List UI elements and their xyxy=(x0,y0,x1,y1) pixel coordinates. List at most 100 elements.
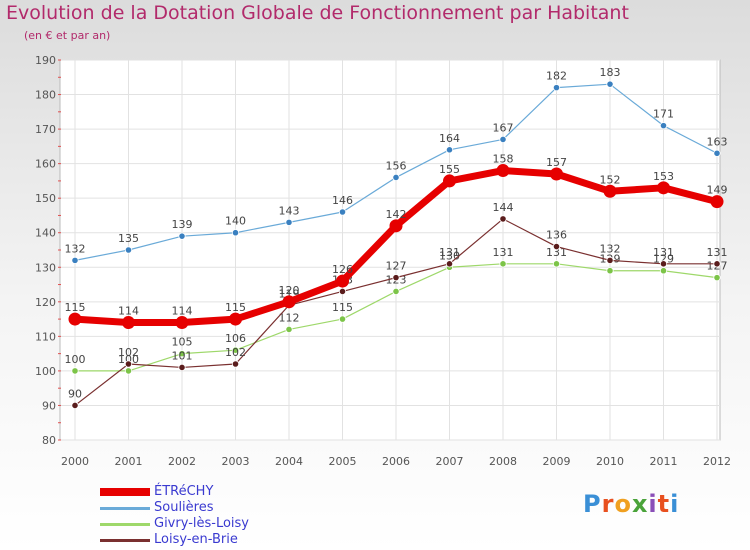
data-label: 90 xyxy=(68,387,82,400)
data-label: 114 xyxy=(118,305,139,318)
data-label: 135 xyxy=(118,232,139,245)
data-point xyxy=(496,164,510,178)
data-label: 144 xyxy=(493,201,514,214)
data-point xyxy=(124,367,133,375)
data-label: 131 xyxy=(439,246,460,259)
data-point xyxy=(659,267,668,275)
data-point xyxy=(445,260,454,268)
legend-label: Soulières xyxy=(154,500,214,515)
y-tick-label: 190 xyxy=(35,54,56,67)
line-chart: 80 90 100 110 120 130 140 150 160 170 180 190 2000 20… xyxy=(35,54,731,468)
data-label: 183 xyxy=(600,66,621,79)
y-tick-label: 80 xyxy=(42,434,56,447)
data-point xyxy=(606,267,614,275)
data-point xyxy=(68,312,82,326)
data-label: 163 xyxy=(707,135,728,148)
x-tick-label: 2012 xyxy=(703,455,731,468)
data-point xyxy=(231,346,240,354)
logo-letter: o xyxy=(614,490,632,518)
data-label: 101 xyxy=(172,349,193,362)
logo-letter: r xyxy=(601,490,615,518)
data-point xyxy=(552,260,561,268)
y-tick-label: 180 xyxy=(35,89,56,102)
x-tick-label: 2008 xyxy=(489,455,517,468)
data-point xyxy=(124,246,133,254)
data-label: 102 xyxy=(225,346,246,359)
y-tick-label: 170 xyxy=(35,123,56,136)
data-point xyxy=(499,260,507,268)
data-point xyxy=(231,229,240,237)
data-point xyxy=(338,315,347,323)
data-label: 153 xyxy=(653,170,674,183)
data-label: 149 xyxy=(707,184,728,197)
chart-title: Evolution de la Dotation Globale de Fonc… xyxy=(6,2,629,24)
legend-label: Givry-lès-Loisy xyxy=(154,516,249,531)
logo-letter: P xyxy=(583,490,602,518)
data-point xyxy=(392,274,400,282)
x-tick-label: 2011 xyxy=(650,455,678,468)
data-label: 132 xyxy=(600,242,621,255)
data-label: 146 xyxy=(332,194,353,207)
data-label: 102 xyxy=(118,346,139,359)
data-label: 132 xyxy=(65,242,86,255)
data-point xyxy=(713,274,721,282)
data-label: 131 xyxy=(707,246,728,259)
legend-label: ÉTRéCHY xyxy=(154,484,214,499)
x-tick-label: 2009 xyxy=(543,455,571,468)
data-point xyxy=(178,232,186,240)
data-point xyxy=(603,184,617,198)
data-label: 157 xyxy=(546,156,567,169)
y-tick-label: 100 xyxy=(35,365,56,378)
x-tick-label: 2004 xyxy=(275,455,303,468)
x-tick-label: 2006 xyxy=(382,455,410,468)
data-label: 155 xyxy=(439,163,460,176)
data-label: 126 xyxy=(332,263,353,276)
data-point xyxy=(499,135,507,144)
data-label: 129 xyxy=(653,253,674,266)
data-point xyxy=(713,149,721,157)
data-point xyxy=(443,174,456,188)
legend-item: Soulières xyxy=(100,500,330,516)
data-point xyxy=(710,195,724,209)
data-point xyxy=(713,260,721,268)
data-label: 140 xyxy=(225,215,246,228)
legend-item: ÉTRéCHY xyxy=(100,484,330,500)
data-label: 127 xyxy=(386,260,407,273)
data-label: 143 xyxy=(279,204,300,217)
legend-label: Loisy-en-Brie xyxy=(154,532,238,547)
legend-swatch xyxy=(100,507,150,510)
data-point xyxy=(392,287,400,296)
data-point xyxy=(499,215,507,223)
chart-subtitle: (en € et par an) xyxy=(24,29,111,42)
data-point xyxy=(389,219,403,233)
x-tick-label: 2005 xyxy=(329,455,357,468)
y-tick-label: 150 xyxy=(35,192,56,205)
x-tick-label: 2000 xyxy=(61,455,89,468)
legend-swatch xyxy=(100,523,150,526)
data-point xyxy=(336,274,349,288)
data-point xyxy=(231,360,240,368)
data-label: 105 xyxy=(172,336,193,349)
data-point xyxy=(392,173,400,182)
logo-letter: t xyxy=(657,490,671,518)
data-label: 114 xyxy=(172,305,193,318)
data-point xyxy=(552,242,561,251)
data-label: 167 xyxy=(493,121,514,134)
data-label: 182 xyxy=(546,70,567,83)
data-point xyxy=(606,256,614,264)
data-label: 156 xyxy=(386,159,407,172)
data-point xyxy=(659,260,668,268)
logo-letter: x xyxy=(631,490,649,518)
data-point xyxy=(550,167,563,181)
data-point xyxy=(338,208,347,216)
data-label: 115 xyxy=(332,301,353,314)
data-point xyxy=(445,146,454,154)
data-point xyxy=(606,80,614,88)
data-label: 158 xyxy=(493,153,514,166)
data-label: 139 xyxy=(172,218,193,231)
data-point xyxy=(175,316,189,330)
plot-area xyxy=(59,59,721,441)
y-tick-label: 110 xyxy=(35,330,56,343)
data-label: 106 xyxy=(225,332,246,345)
data-point xyxy=(71,256,79,264)
